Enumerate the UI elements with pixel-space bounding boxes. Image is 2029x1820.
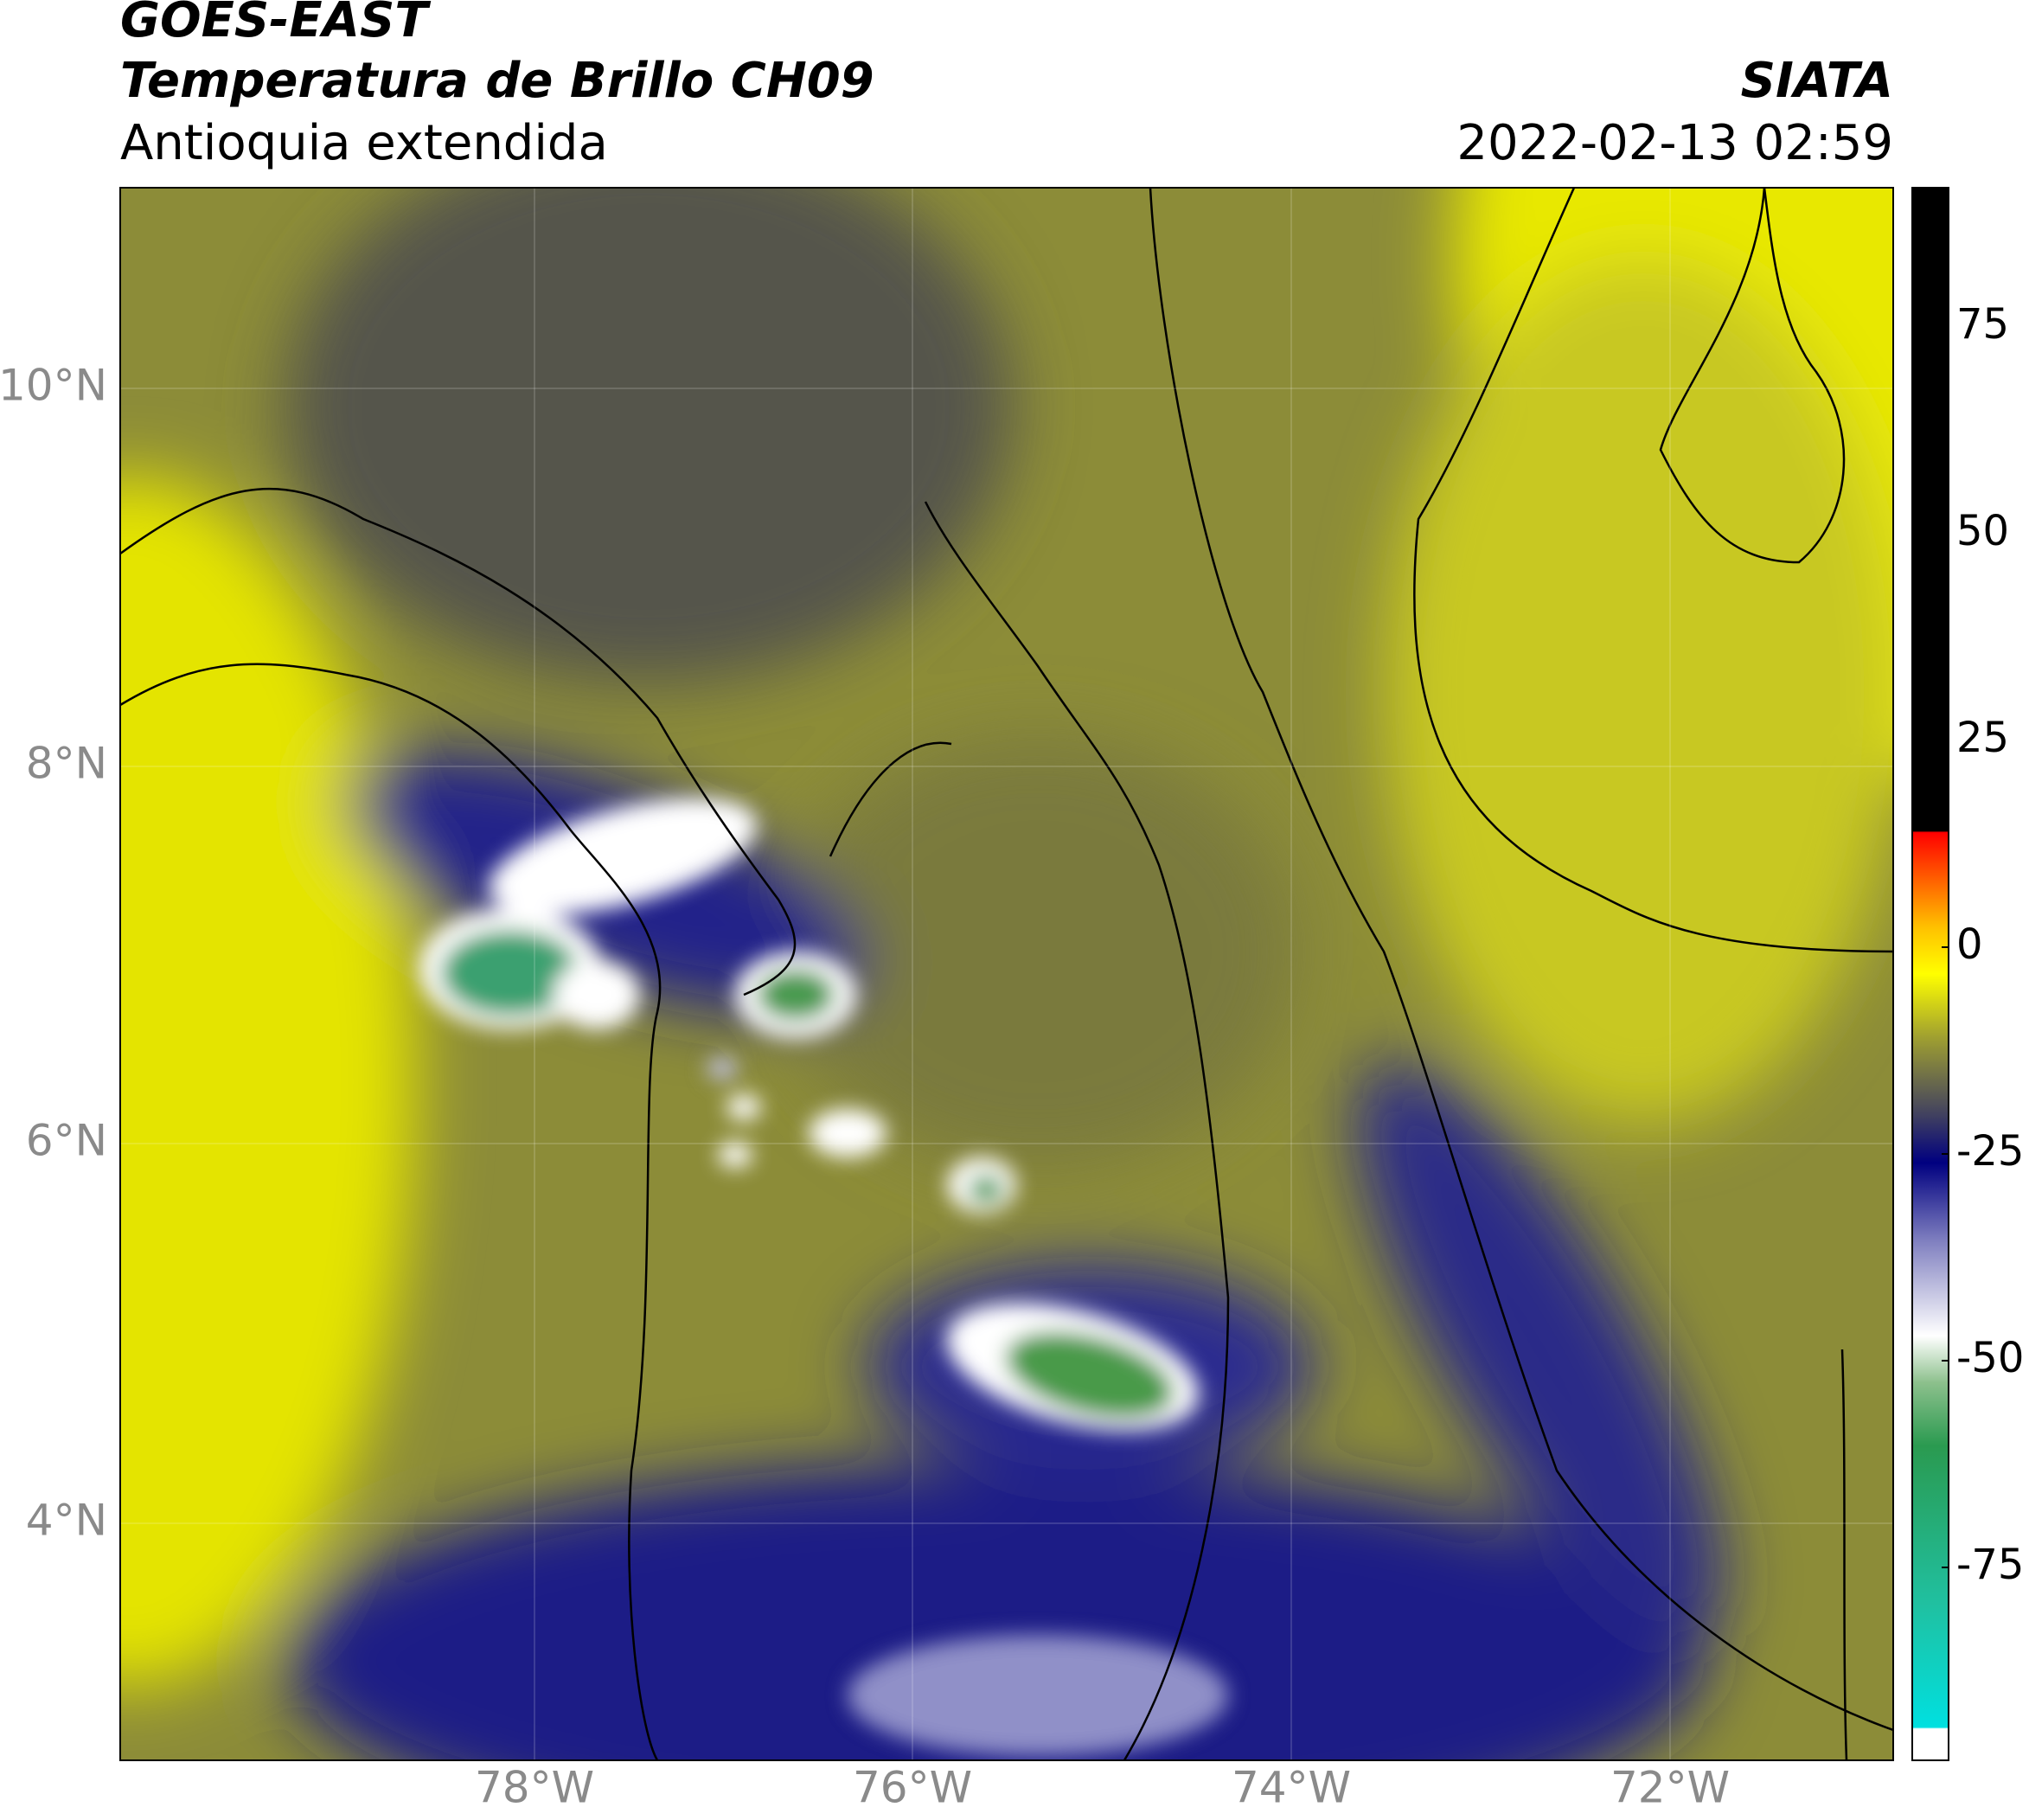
colorbar-tick-label: 25 bbox=[1956, 714, 2009, 762]
source: SIATA bbox=[1741, 53, 1893, 109]
timestamp: 2022-02-13 02:59 bbox=[1456, 115, 1893, 171]
lon-label: 74°W bbox=[1232, 1763, 1351, 1813]
region: Antioquia extendida bbox=[120, 115, 608, 171]
axis-labels: 10°N 8°N 6°N 4°N 78°W 76°W 74°W 72°W bbox=[0, 361, 1730, 1813]
lon-label: 76°W bbox=[853, 1763, 972, 1813]
graticule bbox=[120, 188, 1893, 1760]
borders bbox=[120, 188, 1893, 1760]
lat-label: 8°N bbox=[26, 739, 107, 789]
map-frame bbox=[119, 187, 1894, 1761]
subtitle: Temperatura de Brillo CH09 bbox=[120, 53, 874, 109]
lat-label: 10°N bbox=[0, 361, 107, 411]
title: GOES-EAST bbox=[120, 0, 431, 48]
colorbar-tick-label: 75 bbox=[1956, 300, 2009, 349]
lat-label: 6°N bbox=[26, 1116, 107, 1166]
colorbar-tick-label: -50 bbox=[1956, 1334, 2024, 1382]
colorbar-tick-label: 0 bbox=[1956, 920, 1983, 969]
colorbar-tick-label: -75 bbox=[1956, 1541, 2024, 1589]
colorbar-tick-label: 50 bbox=[1956, 507, 2009, 555]
lon-label: 78°W bbox=[475, 1763, 594, 1813]
lon-label: 72°W bbox=[1610, 1763, 1730, 1813]
colorbar-ticks: 75 50 25 0 -25 -50 -75 bbox=[1942, 300, 2024, 1589]
colorbar bbox=[1911, 187, 1949, 1761]
lat-label: 4°N bbox=[26, 1496, 107, 1546]
colorbar-tick-label: -25 bbox=[1956, 1127, 2024, 1176]
